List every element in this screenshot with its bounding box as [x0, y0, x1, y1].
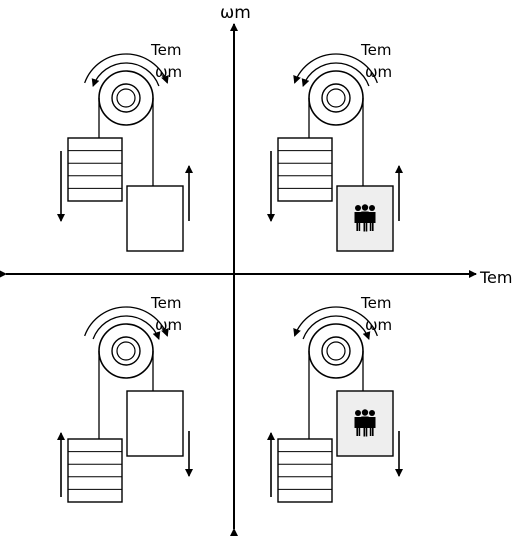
torque-rotation-arrow	[293, 306, 378, 337]
speed-rotation-arrow	[91, 62, 160, 87]
vertical-axis-label: ωm	[220, 3, 251, 23]
speed-label: ωm	[365, 63, 392, 81]
pulley	[308, 70, 364, 126]
pulley	[308, 323, 364, 379]
speed-rotation-arrow	[92, 315, 161, 340]
quadrant-q4: Tem ωm	[267, 294, 403, 503]
pulley-hub	[321, 336, 351, 366]
counterweight	[67, 137, 123, 202]
pulley-axle	[116, 88, 136, 108]
quadrant-q2: Tem ωm	[57, 41, 193, 252]
speed-label: ωm	[155, 316, 182, 334]
speed-label: ωm	[365, 316, 392, 334]
pulley-hub	[111, 336, 141, 366]
torque-label: Tem	[150, 41, 181, 59]
horizontal-axis-label: Tem	[479, 268, 512, 287]
counterweight	[277, 438, 333, 503]
passengers-icon	[354, 204, 376, 232]
pulley-hub	[321, 83, 351, 113]
pulley-axle	[116, 341, 136, 361]
pulley-axle	[326, 341, 346, 361]
torque-label: Tem	[360, 294, 391, 312]
counterweight	[277, 137, 333, 202]
speed-label: ωm	[155, 63, 182, 81]
torque-rotation-arrow	[84, 306, 169, 337]
torque-rotation-arrow	[293, 53, 378, 84]
torque-label: Tem	[360, 41, 391, 59]
pulley-hub	[111, 83, 141, 113]
elevator-car	[126, 390, 184, 457]
counterweight	[67, 438, 123, 503]
speed-rotation-arrow	[301, 62, 370, 87]
elevator-car	[126, 185, 184, 252]
pulley	[98, 70, 154, 126]
quadrant-q1: Tem ωm	[267, 41, 403, 252]
pulley	[98, 323, 154, 379]
pulley-axle	[326, 88, 346, 108]
speed-rotation-arrow	[302, 315, 371, 340]
quadrant-q3: Tem ωm	[57, 294, 193, 503]
torque-rotation-arrow	[84, 53, 169, 84]
torque-label: Tem	[150, 294, 181, 312]
passengers-icon	[354, 409, 376, 437]
